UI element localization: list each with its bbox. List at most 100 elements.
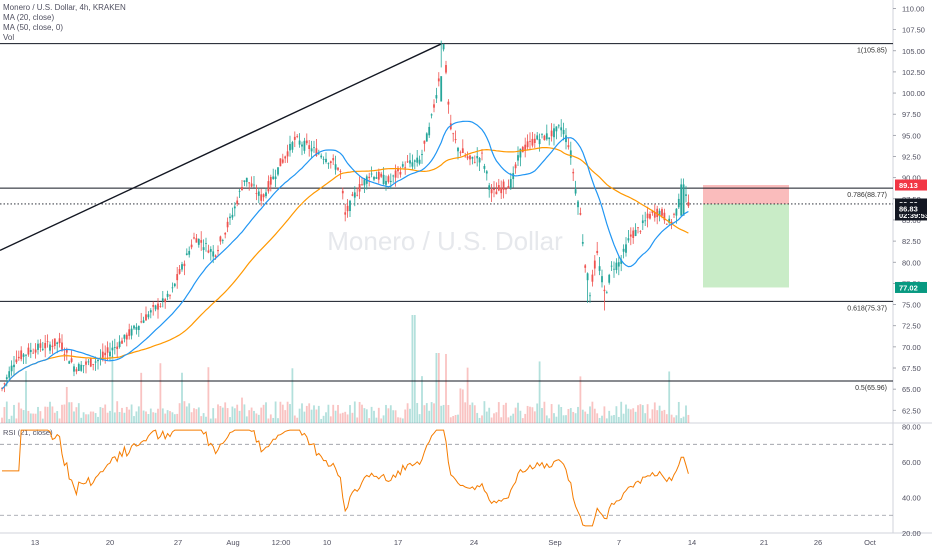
candle-body[interactable] <box>140 321 143 323</box>
candle-body[interactable] <box>368 176 371 179</box>
candle-body[interactable] <box>437 78 440 82</box>
candle-body[interactable] <box>73 366 75 372</box>
candle-body[interactable] <box>116 346 119 350</box>
candle-body[interactable] <box>481 152 483 154</box>
candle-body[interactable] <box>229 216 231 219</box>
candle-body[interactable] <box>562 129 565 135</box>
candle-body[interactable] <box>39 343 42 348</box>
candle-body[interactable] <box>178 269 181 274</box>
candle-body[interactable] <box>344 212 347 215</box>
candle-body[interactable] <box>634 229 637 237</box>
candle-body[interactable] <box>656 208 659 218</box>
candle-body[interactable] <box>281 159 284 163</box>
candle-body[interactable] <box>20 350 23 360</box>
candle-body[interactable] <box>584 265 587 268</box>
candle-body[interactable] <box>418 159 421 164</box>
candle-body[interactable] <box>157 303 159 310</box>
candle-body[interactable] <box>265 192 267 197</box>
candle-body[interactable] <box>514 164 517 169</box>
candle-body[interactable] <box>658 210 661 216</box>
candle-body[interactable] <box>145 314 147 321</box>
candle-body[interactable] <box>682 184 685 216</box>
candle-body[interactable] <box>173 283 176 287</box>
candle-body[interactable] <box>572 171 575 174</box>
candle-body[interactable] <box>217 249 219 252</box>
candle-body[interactable] <box>356 194 359 196</box>
candle-body[interactable] <box>233 206 236 209</box>
candle-body[interactable] <box>238 190 241 192</box>
candle-body[interactable] <box>399 172 402 175</box>
candle-body[interactable] <box>51 345 54 348</box>
candle-body[interactable] <box>622 248 625 252</box>
candle-body[interactable] <box>34 349 37 353</box>
candle-body[interactable] <box>545 133 548 140</box>
candle-body[interactable] <box>183 263 186 267</box>
candle-body[interactable] <box>56 342 59 344</box>
candle-body[interactable] <box>401 164 404 167</box>
candle-body[interactable] <box>253 184 255 186</box>
candle-body[interactable] <box>675 208 678 216</box>
price-badge-target[interactable] <box>895 281 927 293</box>
candle-body[interactable] <box>473 161 476 163</box>
candle-body[interactable] <box>385 180 387 185</box>
ma20-line[interactable] <box>1 120 689 390</box>
candle-body[interactable] <box>653 212 656 218</box>
indicator-ma50[interactable]: MA (50, close, 0) <box>3 23 64 32</box>
candle-body[interactable] <box>171 287 174 289</box>
candle-body[interactable] <box>433 104 435 108</box>
candle-body[interactable] <box>538 139 541 145</box>
candle-body[interactable] <box>277 167 279 175</box>
candle-body[interactable] <box>164 299 167 303</box>
candle-body[interactable] <box>97 359 99 362</box>
candle-body[interactable] <box>332 158 335 161</box>
candle-body[interactable] <box>550 130 553 137</box>
candle-body[interactable] <box>269 176 272 185</box>
candle-body[interactable] <box>13 364 15 368</box>
candle-body[interactable] <box>49 344 51 351</box>
candle-body[interactable] <box>440 76 443 102</box>
candle-body[interactable] <box>543 135 546 141</box>
candle-body[interactable] <box>142 320 145 323</box>
candle-body[interactable] <box>161 298 164 301</box>
candle-body[interactable] <box>519 148 522 158</box>
candle-body[interactable] <box>567 145 570 148</box>
candle-body[interactable] <box>317 153 320 155</box>
candle-body[interactable] <box>63 354 66 355</box>
symbol-title[interactable]: Monero / U.S. Dollar, 4h, KRAKEN <box>3 3 126 12</box>
candle-body[interactable] <box>121 340 123 344</box>
candle-body[interactable] <box>80 364 83 371</box>
rsi-line[interactable] <box>2 429 689 527</box>
candle-body[interactable] <box>221 240 224 241</box>
candle-body[interactable] <box>236 200 239 205</box>
candle-body[interactable] <box>305 140 308 144</box>
candle-body[interactable] <box>190 244 193 248</box>
candle-body[interactable] <box>589 295 591 297</box>
candle-body[interactable] <box>159 305 162 307</box>
candle-body[interactable] <box>27 347 30 355</box>
candle-body[interactable] <box>241 186 243 191</box>
candle-body[interactable] <box>25 354 27 356</box>
candle-body[interactable] <box>577 201 579 208</box>
candle-body[interactable] <box>445 65 447 73</box>
candle-body[interactable] <box>517 155 519 161</box>
candle-body[interactable] <box>406 161 409 163</box>
candle-body[interactable] <box>459 152 462 154</box>
candle-body[interactable] <box>361 184 363 186</box>
candle-body[interactable] <box>92 364 95 365</box>
candle-body[interactable] <box>5 377 8 380</box>
candle-body[interactable] <box>41 348 44 350</box>
candle-body[interactable] <box>250 183 253 187</box>
candle-body[interactable] <box>430 114 433 116</box>
candle-body[interactable] <box>380 173 383 177</box>
candle-body[interactable] <box>15 359 18 363</box>
candle-body[interactable] <box>569 150 572 158</box>
candle-body[interactable] <box>329 161 332 163</box>
candle-body[interactable] <box>651 210 654 213</box>
candle-body[interactable] <box>490 189 493 194</box>
candle-body[interactable] <box>629 234 632 237</box>
candle-body[interactable] <box>495 191 498 195</box>
candle-body[interactable] <box>101 351 104 358</box>
candle-body[interactable] <box>603 289 606 292</box>
candle-body[interactable] <box>70 358 73 362</box>
